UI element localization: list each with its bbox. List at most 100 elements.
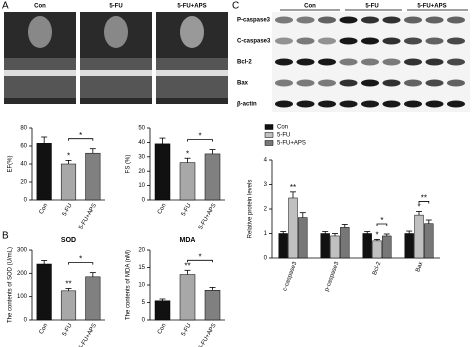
blot-band [361,100,379,108]
x-tick-label: 5-FU [181,323,193,338]
blot-band [361,16,379,24]
bar [298,217,308,259]
bar [320,233,330,259]
echo-images [4,12,228,104]
y-axis-label: EF(%) [8,156,14,173]
y-axis-label: The contents of SOD (U/mL) [8,247,14,323]
y-tick-label: 100 [17,294,28,300]
bar [372,240,382,259]
x-tick-label: 5-FU [62,323,74,338]
y-tick-label: 20 [138,169,145,175]
y-tick-label: 2 [264,207,268,213]
significance: * [375,230,378,239]
blot-band [275,79,293,87]
legend-swatch [264,124,274,130]
x-tick-label: 5-FU+APS [78,203,98,231]
blot-row-label: Bcl-2 [237,60,252,66]
bar [362,233,372,259]
blot-band [318,100,336,108]
y-tick-label: 3 [264,182,268,188]
y-tick-label: 0 [142,198,146,204]
y-tick-label: 0 [24,318,28,324]
y-tick-label: 40 [20,162,27,168]
legend-label: 5-FU [277,133,290,139]
y-tick-label: 80 [20,126,27,132]
blot-band [339,58,358,66]
bar [60,290,77,321]
blot-band [382,16,401,24]
blot-group-label: Con [304,4,316,10]
image-label: Con [34,4,46,10]
bar [288,197,298,259]
blot-band [425,16,444,24]
bar [382,235,392,259]
x-tick-label: c-caspase3 [282,261,298,293]
y-axis-label: Relative protein levels [248,180,254,239]
blot-band [447,79,465,87]
significance: * [186,149,189,158]
legend-label: 5-FU+APS [277,141,306,147]
y-tick-label: 30 [138,154,145,160]
legend-swatch [264,140,274,146]
blot-band [318,79,336,87]
blot-band [404,79,422,87]
y-tick-label: 15 [138,265,145,271]
blot-band [404,37,422,45]
bar [404,233,414,259]
significance: ** [65,280,71,289]
x-tick-label: Con [39,203,50,216]
x-tick-label: 5-FU+APS [198,323,218,347]
image-label: 5-FU [109,4,122,10]
blot-band [447,100,465,108]
y-tick-label: 10 [138,283,145,289]
y-tick-label: 10 [138,183,145,189]
blot-band [296,16,315,24]
blot-row-label: β-actin [237,102,257,108]
blot-band [425,58,444,66]
significance: * [198,252,201,261]
blot-band [425,37,444,45]
bar [179,274,196,321]
significance: * [67,152,70,161]
x-tick-label: Con [157,323,168,336]
x-tick-label: 5-FU [62,203,74,218]
y-tick-label: 200 [17,271,28,277]
significance: ** [184,261,190,270]
y-tick-label: 0 [24,198,28,204]
y-tick-label: 300 [17,248,28,254]
blot-band [275,100,293,108]
x-tick-label: Con [157,203,168,216]
bar [278,233,288,259]
x-tick-label: Bcl-2 [372,261,383,277]
blot-band [447,58,465,66]
x-tick-label: 5-FU [181,203,193,218]
bar [36,263,52,321]
blot-band [361,58,379,66]
significance: * [198,132,201,141]
x-tick-label: Con [39,323,50,336]
significance: * [79,255,82,264]
y-tick-label: 20 [138,248,145,254]
blot-band [404,58,422,66]
bar [204,153,221,201]
bar [414,214,424,259]
blot-row-label: P-caspase3 [237,18,271,24]
x-tick-label: 5-FU+APS [198,203,218,231]
bar [36,143,52,201]
bar [424,223,434,259]
blot-band [318,58,336,66]
blot-band [382,100,401,108]
blot-band [275,37,293,45]
bracket [68,262,94,265]
blot-band [339,37,358,45]
bracket [376,223,388,226]
significance: * [79,131,82,140]
blot-band [361,37,379,45]
y-tick-label: 50 [138,126,145,132]
blot-band [296,79,315,87]
blot-band [296,58,315,66]
bar [85,152,101,201]
y-tick-label: 40 [138,140,145,146]
significance: ** [290,183,296,192]
